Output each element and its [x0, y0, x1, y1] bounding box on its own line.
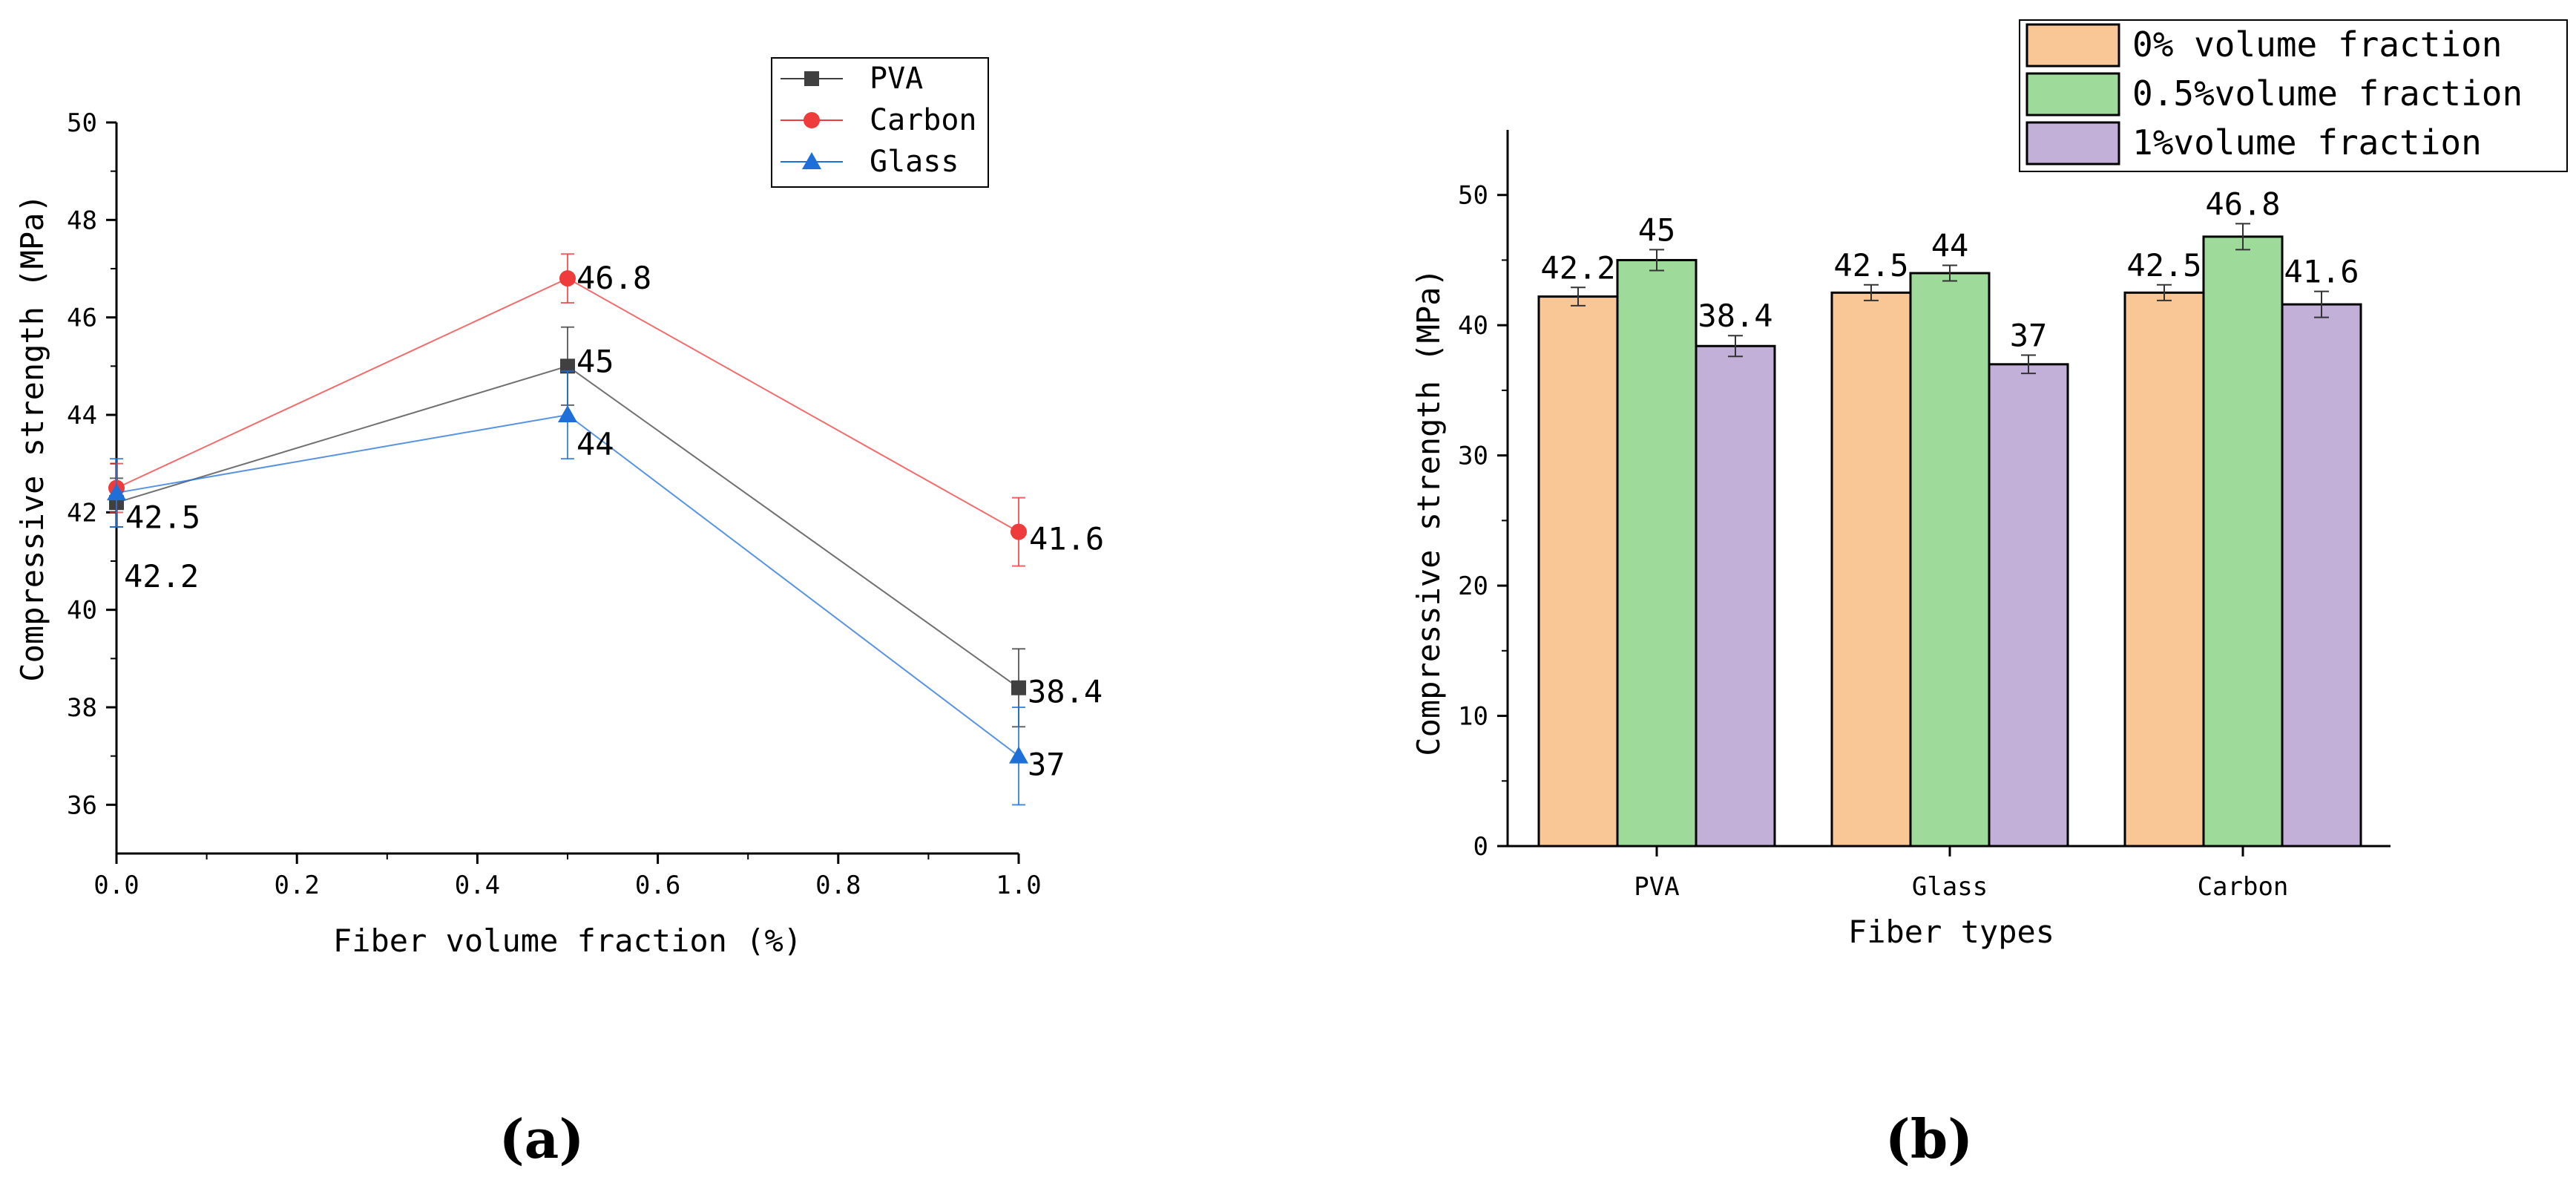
data-label: 46.8 — [2205, 186, 2280, 222]
bar-glass-series-3 — [1988, 363, 2069, 848]
line-chart-legend: PVA Carbon Glass — [771, 57, 989, 188]
bar-glass-series-2 — [1909, 272, 1991, 848]
line-chart-x-axis-title: Fiber volume fraction (%) — [333, 923, 802, 959]
data-label: 44 — [576, 426, 614, 462]
line-chart-panel-a: 0.0 0.2 0.4 0.6 0.8 1.0 36 38 40 42 44 46 48 50 42.2 4… — [14, 57, 1104, 1170]
legend-label-2: 0.5%volume fraction — [2132, 73, 2523, 114]
x-tick-label: PVA — [1634, 872, 1679, 902]
y-tick-label: 40 — [1458, 311, 1488, 341]
y-tick-label: 50 — [67, 108, 97, 138]
data-label: 42.5 — [125, 499, 200, 536]
y-tick-label: 42 — [67, 498, 97, 528]
data-label: 45 — [1638, 212, 1676, 248]
x-tick-label: Glass — [1912, 872, 1988, 902]
legend-marker-pva — [804, 71, 819, 86]
bar-carbon-series-3 — [2281, 303, 2362, 848]
data-label: 38.4 — [1698, 298, 1772, 334]
data-label: 42.5 — [2126, 247, 2201, 284]
data-label: 42.2 — [1540, 249, 1615, 286]
data-label: 38.4 — [1028, 674, 1103, 710]
data-point-carbon — [1011, 523, 1027, 540]
y-tick-label: 30 — [1458, 442, 1488, 471]
y-tick-label: 10 — [1458, 702, 1488, 732]
panel-label-b: (b) — [1885, 1107, 1973, 1170]
data-label: 44 — [1931, 227, 1969, 263]
data-point-glass — [558, 405, 577, 422]
bar-carbon-series-2 — [2202, 235, 2284, 848]
bar-glass-series-1 — [1830, 291, 1912, 848]
y-tick-label: 50 — [1458, 181, 1488, 211]
legend-label-glass: Glass — [870, 145, 959, 179]
x-tick-label: Carbon — [2198, 872, 2289, 902]
bar-carbon-series-1 — [2123, 291, 2205, 848]
y-tick-label: 0 — [1473, 832, 1488, 862]
line-chart-axes: 0.0 0.2 0.4 0.6 0.8 1.0 36 38 40 42 44 46 48 50 — [67, 108, 1042, 900]
bar-pva-series-3 — [1695, 344, 1776, 848]
x-tick-label: 1.0 — [996, 871, 1041, 900]
data-label: 41.6 — [1029, 521, 1104, 557]
data-point-glass — [1009, 746, 1028, 764]
bar-chart-panel-b: PVA Glass Carbon 0 10 20 30 40 50 42.2 45 38.4 42.5… — [1410, 19, 2568, 1170]
series-line-glass — [116, 413, 1019, 757]
bar-chart-axes: PVA Glass Carbon 0 10 20 30 40 50 — [1458, 130, 2391, 902]
data-label: 41.6 — [2284, 254, 2359, 290]
x-tick-label: 0.2 — [274, 871, 319, 900]
y-tick-label: 46 — [67, 304, 97, 333]
y-tick-label: 38 — [67, 693, 97, 723]
legend-label-pva: PVA — [870, 62, 923, 96]
data-point-pva — [560, 358, 575, 374]
data-label: 37 — [1028, 747, 1065, 783]
data-label: 46.8 — [576, 260, 651, 296]
y-tick-label: 48 — [67, 206, 97, 235]
data-point-carbon — [559, 270, 576, 287]
legend-swatch-3 — [2025, 121, 2120, 166]
legend-marker-carbon — [804, 112, 820, 128]
y-tick-label: 36 — [67, 790, 97, 820]
bar-chart-legend: 0% volume fraction 0.5%volume fraction 1%v… — [2019, 19, 2568, 172]
legend-label-carbon: Carbon — [870, 103, 977, 137]
bar-pva-series-2 — [1616, 258, 1698, 848]
legend-label-3: 1%volume fraction — [2132, 122, 2482, 163]
legend-swatch-1 — [2025, 23, 2120, 68]
data-label: 45 — [576, 343, 614, 379]
data-label: 42.5 — [1833, 247, 1908, 284]
x-tick-label: 0.8 — [815, 871, 861, 900]
x-tick-label: 0.4 — [455, 871, 500, 900]
legend-swatch-2 — [2025, 72, 2120, 117]
legend-label-1: 0% volume fraction — [2132, 24, 2503, 65]
y-tick-label: 44 — [67, 401, 97, 430]
line-chart-y-axis-title: Compressive strength (MPa) — [14, 194, 50, 681]
bar-chart-y-axis-title: Compressive strength (MPa) — [1410, 268, 1447, 756]
bar-chart-x-axis-title: Fiber types — [1848, 914, 2054, 950]
legend-marker-glass — [802, 152, 821, 169]
y-tick-label: 40 — [67, 596, 97, 626]
x-tick-label: 0.6 — [635, 871, 680, 900]
data-point-pva — [1011, 680, 1026, 695]
data-label: 42.2 — [124, 558, 199, 594]
bar-pva-series-1 — [1537, 295, 1619, 848]
x-tick-label: 0.0 — [93, 871, 139, 900]
panel-label-a: (a) — [499, 1107, 585, 1170]
data-label: 37 — [2010, 318, 2048, 354]
y-tick-label: 20 — [1458, 571, 1488, 601]
data-point-glass — [107, 483, 126, 501]
